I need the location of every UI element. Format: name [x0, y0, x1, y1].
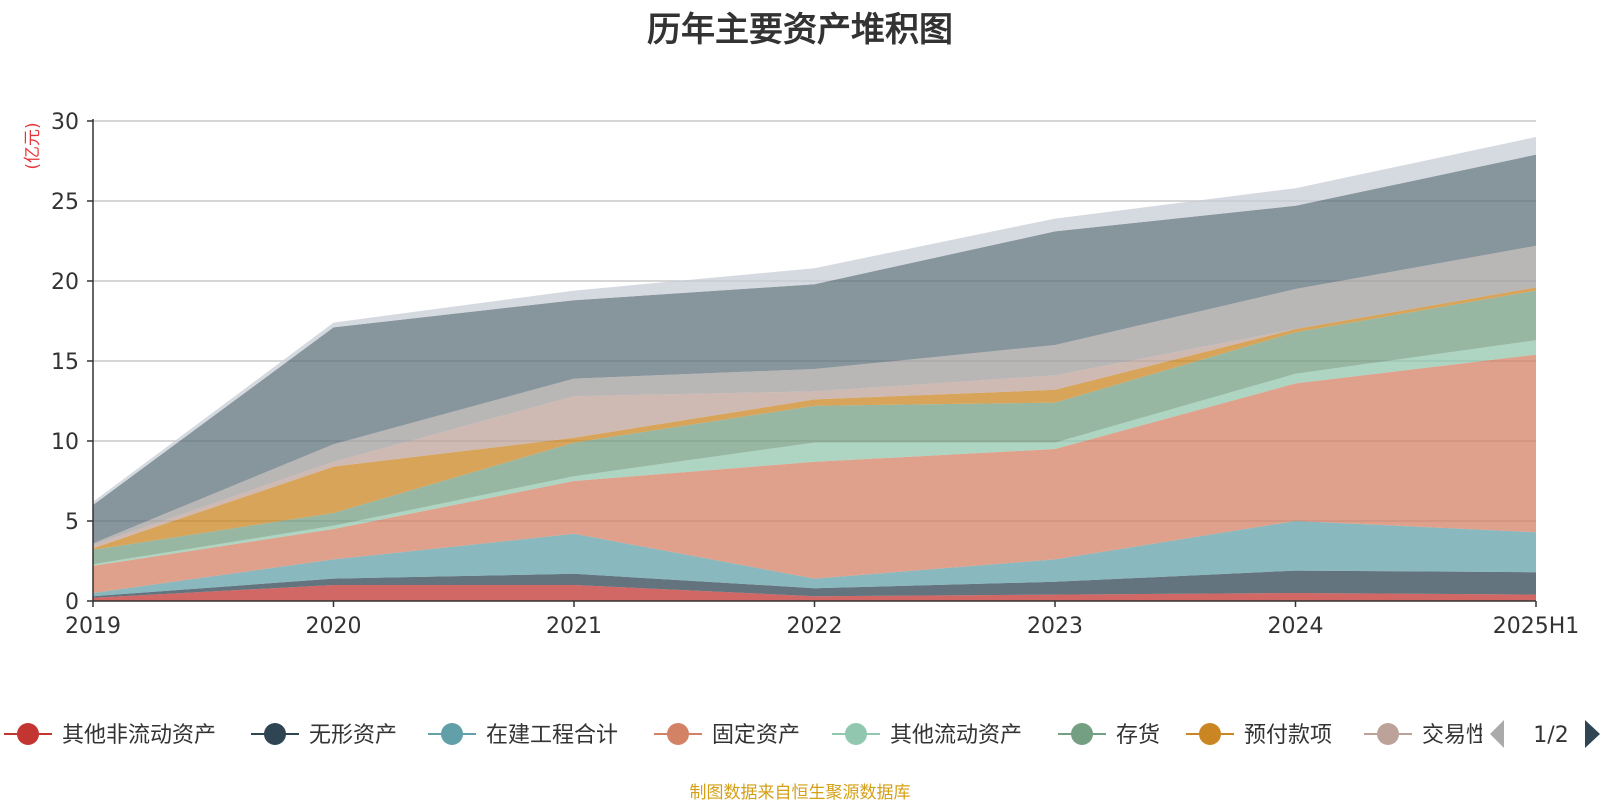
- y-tick-label: 25: [51, 190, 79, 215]
- x-tick-label: 2021: [546, 614, 602, 639]
- legend-marker: [17, 723, 39, 745]
- legend-item-固定资产[interactable]: 固定资产: [654, 723, 800, 748]
- legend-item-其他流动资产[interactable]: 其他流动资产: [832, 723, 1022, 748]
- legend-item-交易性金融资产[interactable]: 交易性金融资产: [1364, 723, 1576, 748]
- x-tick-label: 2020: [306, 614, 362, 639]
- legend-item-在建工程合计[interactable]: 在建工程合计: [428, 723, 618, 748]
- y-tick-label: 20: [51, 270, 79, 295]
- area-series-在建工程合计: [93, 521, 1536, 597]
- y-tick-label: 30: [51, 110, 79, 135]
- legend-label: 交易性金融资产: [1422, 723, 1576, 748]
- legend-next-arrow-icon[interactable]: [1585, 720, 1600, 748]
- area-series-无形资产: [93, 570, 1536, 598]
- legend-marker: [1071, 723, 1093, 745]
- x-tick-label: 2024: [1268, 614, 1324, 639]
- x-tick-label: 2025H1: [1493, 614, 1580, 639]
- legend-marker: [1377, 723, 1399, 745]
- x-tick-label: 2022: [787, 614, 843, 639]
- legend: 其他非流动资产 无形资产 在建工程合计 固定资产 其他流动资产 存货 预付款项 交易性金融资产…: [4, 720, 1600, 748]
- legend-marker: [667, 723, 689, 745]
- source-note: 制图数据来自恒生聚源数据库: [689, 783, 911, 803]
- area-series-预付款项: [93, 287, 1536, 550]
- legend-label: 无形资产: [309, 723, 397, 748]
- legend-items: 其他非流动资产 无形资产 在建工程合计 固定资产 其他流动资产 存货 预付款项 交易性金融资产: [4, 723, 1576, 748]
- area-series: [93, 137, 1536, 601]
- legend-item-存货[interactable]: 存货: [1058, 723, 1160, 748]
- x-tick-label: 2023: [1027, 614, 1083, 639]
- area-series-交易性金融资产: [93, 287, 1536, 549]
- legend-label: 在建工程合计: [486, 723, 618, 748]
- legend-prev-arrow-icon[interactable]: [1490, 720, 1504, 748]
- area-series-其他流动资产: [93, 340, 1536, 566]
- y-tick-label: 5: [65, 510, 79, 535]
- area-series-固定资产: [93, 354, 1536, 593]
- area-series-series-9: [93, 245, 1536, 546]
- x-tick-label: 2019: [65, 614, 121, 639]
- legend-label: 其他流动资产: [890, 723, 1022, 748]
- legend-item-预付款项[interactable]: 预付款项: [1186, 723, 1332, 748]
- chart-title: 历年主要资产堆积图: [647, 10, 953, 50]
- y-axis-unit: (亿元): [23, 122, 43, 169]
- area-series-其他非流动资产: [93, 585, 1536, 601]
- legend-label: 存货: [1116, 723, 1160, 748]
- legend-marker: [441, 723, 463, 745]
- legend-marker: [1199, 723, 1221, 745]
- legend-marker: [264, 723, 286, 745]
- area-series-series-11: [93, 137, 1536, 505]
- axes: 0 5 10 15 20 25 30 2019 2020 2021 2022 2023 2024 2025…: [23, 110, 1579, 639]
- legend-item-其他非流动资产[interactable]: 其他非流动资产: [4, 723, 216, 748]
- legend-item-无形资产[interactable]: 无形资产: [251, 723, 397, 748]
- legend-marker: [845, 723, 867, 745]
- legend-label: 其他非流动资产: [62, 723, 216, 748]
- y-tick-label: 0: [65, 590, 79, 615]
- area-series-series-10: [93, 154, 1536, 544]
- area-series-存货: [93, 290, 1536, 565]
- legend-page-indicator: 1/2: [1533, 723, 1568, 748]
- legend-label: 预付款项: [1244, 723, 1332, 748]
- legend-label: 固定资产: [712, 723, 800, 748]
- y-tick-label: 15: [51, 350, 79, 375]
- y-tick-label: 10: [51, 430, 79, 455]
